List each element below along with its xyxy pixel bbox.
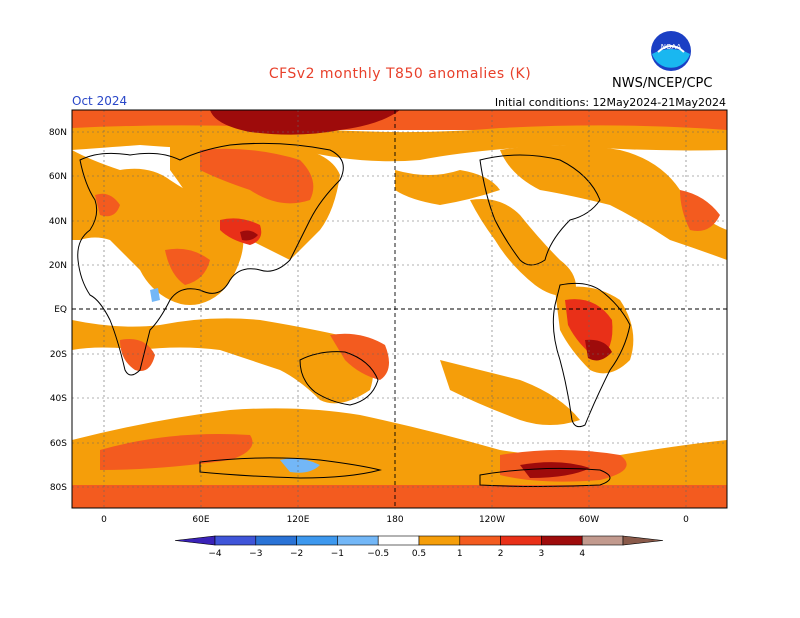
lat-label: 20N — [49, 261, 67, 271]
north-pacific-warm — [395, 170, 500, 205]
legend-colorbar — [174, 535, 664, 546]
legend-tick-label: −3 — [249, 549, 262, 559]
southern-ocean-core — [520, 462, 590, 478]
agency-label: NWS/NCEP/CPC — [612, 76, 713, 91]
legend-swatch — [377, 535, 420, 546]
noaa-logo-icon: NOAA — [651, 31, 691, 71]
logo-text: NOAA — [661, 43, 682, 51]
map-frame — [71, 109, 728, 509]
equator-dateline — [72, 110, 727, 508]
legend-tick-label: 1 — [457, 549, 463, 559]
antarctic-warm-band — [72, 485, 727, 508]
legend-labels: −4 −3 −2 −1 −0.5 0.5 1 2 3 4 — [208, 549, 585, 559]
europe-west-strong — [680, 190, 720, 231]
coastlines — [77, 142, 631, 487]
south-pacific-warm — [440, 360, 580, 425]
chart-title: CFSv2 monthly T850 anomalies (K) — [268, 66, 532, 82]
lat-label: 40S — [50, 394, 67, 404]
legend-tick-label: −1 — [331, 549, 344, 559]
legend-tick-label: −0.5 — [367, 549, 389, 559]
east-africa-cool-patch — [150, 288, 160, 302]
lon-label: 120W — [479, 515, 505, 525]
central-asia-core — [240, 230, 258, 241]
legend-tick-label: 4 — [579, 549, 585, 559]
lon-label: 60W — [579, 515, 599, 525]
arctic-strong-anomaly — [210, 110, 400, 135]
lat-label: 80N — [49, 128, 67, 138]
lat-label: 80S — [50, 483, 67, 493]
lat-label: 20S — [50, 350, 67, 360]
graticule — [72, 110, 727, 508]
lat-labels: 80N 60N 40N 20N EQ 20S 40S 60S 80S — [49, 128, 67, 493]
lon-label: 60E — [192, 515, 209, 525]
anomaly-fields — [72, 110, 727, 508]
legend-arrow-left — [174, 535, 216, 546]
lat-label: 60N — [49, 172, 67, 182]
middle-east-warm — [165, 248, 210, 285]
lon-label: 180 — [386, 515, 403, 525]
lon-label: 120E — [287, 515, 310, 525]
lon-labels: 0 60E 120E 180 120W 60W 0 — [101, 515, 689, 525]
legend-swatch — [255, 535, 297, 546]
europe-strong — [95, 193, 120, 217]
legend-arrow-right — [622, 535, 664, 546]
lat-label: EQ — [54, 305, 67, 315]
lat-label: 60S — [50, 439, 67, 449]
legend-swatch — [500, 535, 542, 546]
antarctic-cool-patch — [280, 458, 320, 473]
legend-tick-label: 2 — [498, 549, 504, 559]
forecast-month: Oct 2024 — [72, 94, 128, 108]
legend-swatch — [337, 535, 379, 546]
legend-tick-label: 0.5 — [412, 549, 426, 559]
north-atlantic-warm — [500, 145, 727, 260]
legend-tick-label: 3 — [539, 549, 545, 559]
lon-label: 0 — [101, 515, 107, 525]
lat-label: 40N — [49, 217, 67, 227]
initial-conditions: Initial conditions: 12May2024-21May2024 — [494, 96, 726, 109]
arctic-moderate-band — [72, 125, 727, 162]
legend-swatch — [581, 535, 624, 546]
south-america-core — [585, 339, 612, 361]
australia-north-warm — [330, 333, 389, 380]
legend-swatch — [541, 535, 583, 546]
legend-swatch — [214, 535, 257, 546]
legend-swatch — [418, 535, 461, 546]
lon-label: 0 — [683, 515, 689, 525]
legend-tick-label: −4 — [208, 549, 222, 559]
legend-tick-label: −2 — [290, 549, 303, 559]
legend-swatch — [296, 535, 338, 546]
legend-swatch — [459, 535, 501, 546]
siberia-warm — [200, 148, 314, 204]
